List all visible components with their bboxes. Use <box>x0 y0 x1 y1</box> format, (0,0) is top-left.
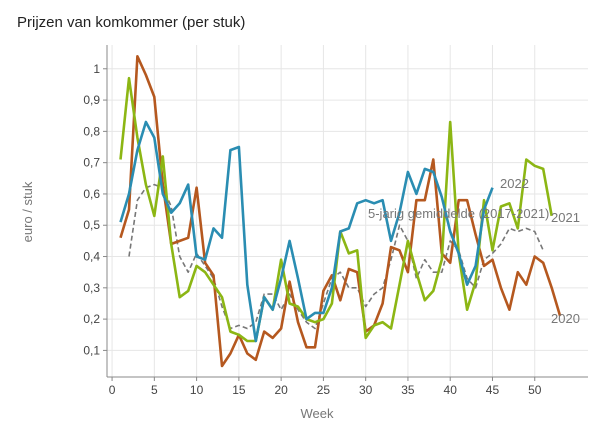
gridlines <box>107 45 588 377</box>
x-tick-label: 10 <box>190 383 204 397</box>
series-line-5-jarig-gemiddelde-2017-2021- <box>128 183 544 330</box>
series-label: 2022 <box>500 176 529 191</box>
y-tick-label: 0,5 <box>83 218 100 232</box>
y-tick-label: 0,7 <box>83 156 100 170</box>
x-axis-label: Week <box>301 406 334 421</box>
axes: 0,10,20,30,40,50,60,70,80,910 5 10 15 20 25 30… <box>83 45 588 397</box>
chart-title: Prijzen van komkommer (per stuk) <box>17 14 246 31</box>
x-tick-label: 5 <box>151 383 158 397</box>
x-tick-label: 40 <box>444 383 458 397</box>
y-tick-label: 0,4 <box>83 250 100 264</box>
y-tick-label: 1 <box>93 62 100 76</box>
series-label: 5-jarig gemiddelde (2017-2021) <box>368 206 549 221</box>
y-tick-label: 0,6 <box>83 187 100 201</box>
x-tick-label: 20 <box>274 383 288 397</box>
y-axis-label: euro / stuk <box>20 181 35 242</box>
x-tick-label: 0 <box>109 383 116 397</box>
series-line-2020 <box>119 54 562 368</box>
y-tick-label: 0,3 <box>83 281 100 295</box>
x-tick-label: 35 <box>401 383 415 397</box>
y-tick-label: 0,2 <box>83 312 100 326</box>
series-line-2022 <box>119 120 494 343</box>
y-tick-label: 0,1 <box>83 343 100 357</box>
series-label: 2020 <box>551 311 580 326</box>
series-lines <box>119 54 562 368</box>
x-tick-label: 45 <box>486 383 500 397</box>
series-labels: 2020 2021 2022 5-jarig gemiddelde (2017-202… <box>368 176 580 326</box>
x-tick-label: 25 <box>317 383 331 397</box>
series-label: 2021 <box>551 210 580 225</box>
x-tick-label: 30 <box>359 383 373 397</box>
x-tick-label: 50 <box>528 383 542 397</box>
y-tick-label: 0,8 <box>83 124 100 138</box>
y-tick-label: 0,9 <box>83 93 100 107</box>
x-tick-label: 15 <box>232 383 246 397</box>
